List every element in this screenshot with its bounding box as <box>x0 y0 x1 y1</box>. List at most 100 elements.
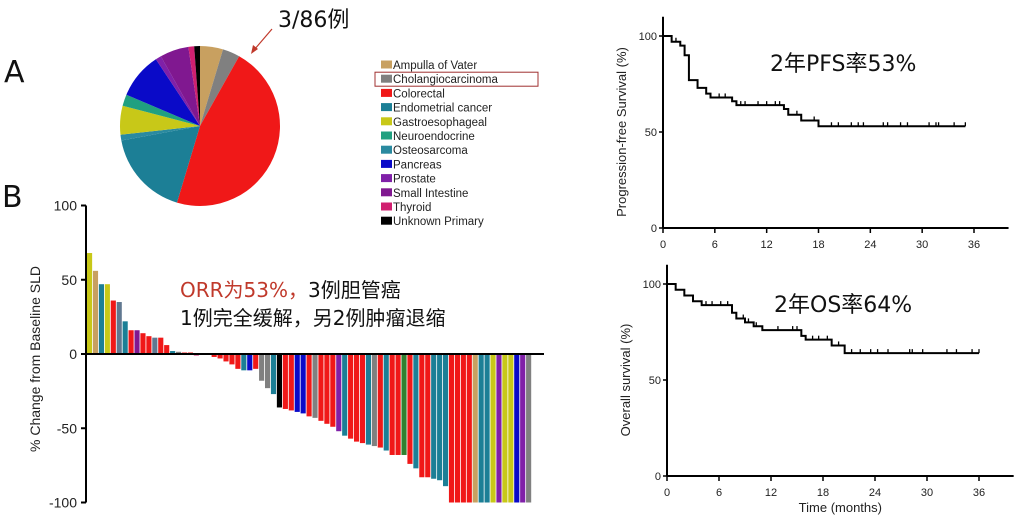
waterfall-bar <box>395 354 401 455</box>
y-axis-label: % Change from Baseline SLD <box>27 266 43 452</box>
legend-label: Small Intestine <box>393 188 468 200</box>
os-x-tick-label: 24 <box>869 487 881 499</box>
pie-slice <box>126 59 200 126</box>
y-tick-label: -50 <box>57 420 77 436</box>
waterfall-bar <box>354 354 360 442</box>
legend-swatch <box>381 131 392 140</box>
waterfall-bar <box>176 351 182 354</box>
legend-swatch <box>381 188 392 197</box>
waterfall-bar <box>104 284 110 354</box>
waterfall-bar <box>431 354 437 479</box>
pfs-x-tick-label: 36 <box>968 239 980 251</box>
legend-label: Neuroendocrine <box>393 131 475 143</box>
waterfall-bar <box>401 354 407 455</box>
pie-slice <box>188 46 200 126</box>
waterfall-bar <box>377 354 383 448</box>
panel-label-a: A <box>4 55 25 90</box>
waterfall-bar <box>229 354 235 365</box>
waterfall-bar <box>460 354 466 503</box>
waterfall-bar <box>253 354 259 369</box>
legend-label: Thyroid <box>393 202 431 214</box>
pie-callout: 3/86例 <box>278 8 350 33</box>
pfs-x-tick-label: 18 <box>812 239 824 251</box>
waterfall-bar <box>348 354 354 439</box>
y-tick-label: -100 <box>49 495 77 511</box>
pie-slice <box>194 46 200 126</box>
os-x-tick-label: 0 <box>664 487 670 499</box>
legend-swatch <box>381 216 392 225</box>
os-x-tick-label: 30 <box>921 487 933 499</box>
orr-line2: 1例完全缓解，另2例肿瘤退缩 <box>180 306 446 330</box>
waterfall-bar <box>306 354 312 417</box>
os-y-tick-label: 50 <box>649 375 661 387</box>
legend-label: Pancreas <box>393 159 442 171</box>
legend-highlight-box <box>374 71 539 87</box>
waterfall-bar <box>454 354 460 503</box>
os-x-tick-label: 12 <box>765 487 777 499</box>
pie-slice <box>155 56 200 126</box>
waterfall-bar <box>371 354 377 447</box>
orr-red-text: ORR为53%， <box>180 278 308 302</box>
waterfall-bar <box>300 354 306 414</box>
pfs-x-tick-label: 0 <box>660 239 666 251</box>
waterfall-bar <box>140 333 146 354</box>
waterfall-bar <box>312 354 318 418</box>
waterfall-bar <box>128 330 134 354</box>
waterfall-bar <box>324 354 330 424</box>
legend-swatch <box>381 159 392 168</box>
os-y-axis-label: Overall survival (%) <box>618 324 633 437</box>
y-tick-label: 50 <box>61 272 77 288</box>
waterfall-bar <box>478 354 484 503</box>
legend-label: Endometrial cancer <box>393 103 492 115</box>
waterfall-bar <box>502 354 508 503</box>
waterfall-bar <box>472 354 478 503</box>
pie-slice <box>120 126 200 141</box>
pfs-x-tick-label: 30 <box>916 239 928 251</box>
y-tick-label: 0 <box>69 346 77 362</box>
waterfall-bar <box>342 354 348 436</box>
legend-label: Ampulla of Vater <box>393 60 477 72</box>
waterfall-bar <box>146 336 152 354</box>
waterfall-bar <box>294 354 300 412</box>
legend-swatch <box>381 202 392 211</box>
waterfall-bar <box>336 354 342 432</box>
legend-label: Osteosarcoma <box>393 145 468 157</box>
waterfall-bar <box>389 354 395 455</box>
waterfall-bar <box>110 300 116 354</box>
os-y-tick-label: 0 <box>655 471 661 483</box>
waterfall-bar <box>508 354 514 503</box>
waterfall-bar <box>365 354 371 445</box>
os-x-tick-label: 6 <box>716 487 722 499</box>
waterfall-bar <box>116 302 122 354</box>
legend-label: Colorectal <box>393 88 445 100</box>
waterfall-bar <box>496 354 502 503</box>
pfs-curve <box>663 35 966 128</box>
waterfall-bar <box>259 354 265 381</box>
waterfall-bar <box>466 354 472 503</box>
legend-swatch <box>381 145 392 154</box>
waterfall-bar <box>425 354 431 478</box>
pfs-x-tick-label: 6 <box>712 239 718 251</box>
legend-swatch <box>381 74 392 83</box>
waterfall-bar <box>122 321 128 354</box>
legend-swatch <box>381 103 392 112</box>
waterfall-bar <box>407 354 413 464</box>
os-x-tick-label: 18 <box>817 487 829 499</box>
waterfall-bar <box>152 337 158 354</box>
orr-black-text: 3例胆管癌 <box>308 278 401 302</box>
waterfall-bar <box>330 354 336 427</box>
legend-swatch <box>381 60 392 69</box>
waterfall-bar <box>484 354 490 503</box>
pie-slice <box>200 49 240 126</box>
waterfall-bar <box>170 351 176 354</box>
waterfall-bar <box>223 354 229 362</box>
y-tick-label: 100 <box>54 198 78 214</box>
waterfall-bar <box>217 354 223 359</box>
os-x-tick-label: 36 <box>973 487 985 499</box>
pfs-x-tick-label: 12 <box>761 239 773 251</box>
legend-swatch <box>381 174 392 183</box>
waterfall-bar <box>247 354 253 371</box>
legend-label: Unknown Primary <box>393 216 484 228</box>
